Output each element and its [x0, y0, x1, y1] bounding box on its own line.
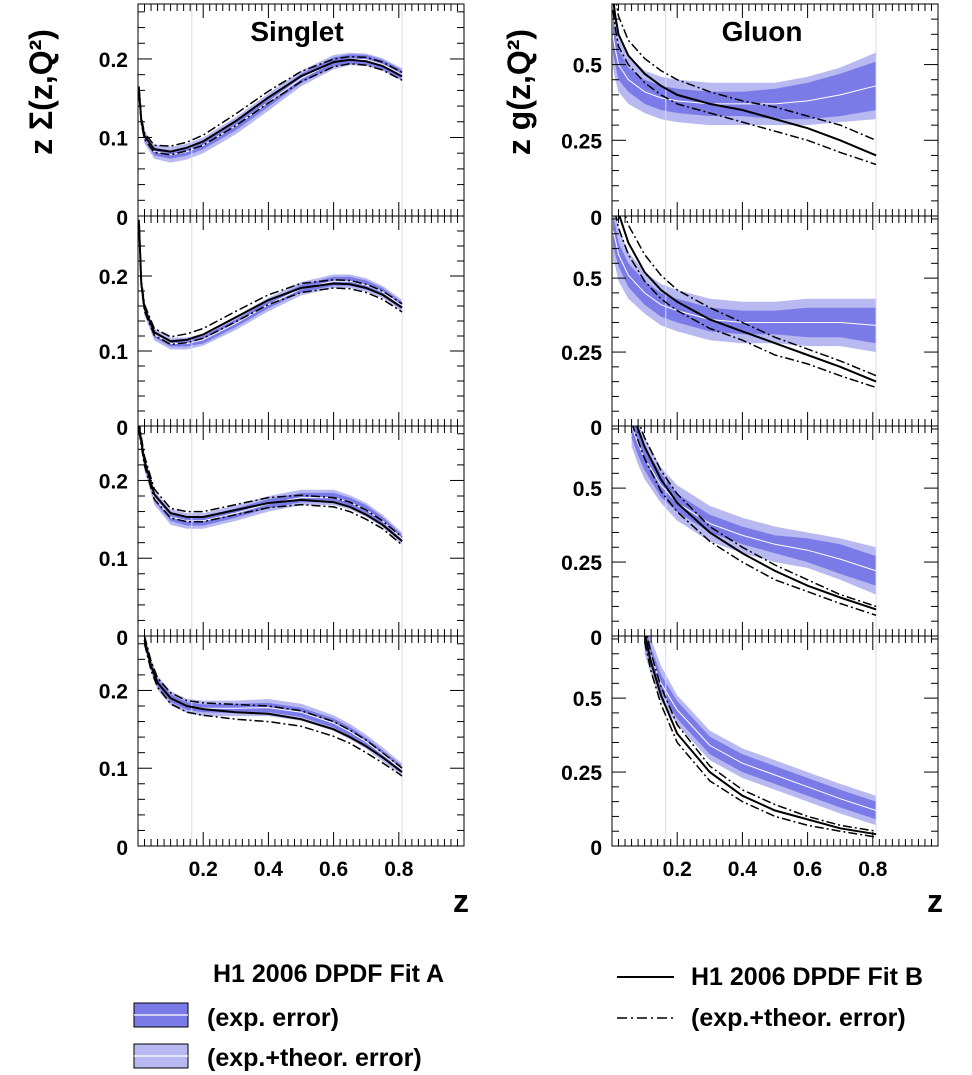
- gluon-panel-4-fit-a-exp-band: [644, 636, 877, 820]
- singlet-panel-1-fit-b-central-line: [138, 58, 403, 153]
- gluon-x-tick-label: 0.6: [793, 858, 822, 881]
- singlet-panel-3-fit-b-lower-line: [138, 430, 403, 546]
- legend: H1 2006 DPDF Fit A (exp. error) (exp.+th…: [133, 960, 923, 1072]
- gluon-panel-3-y-tick-label: 0.5: [573, 478, 603, 501]
- singlet-x-tick-label: 0.2: [189, 858, 218, 881]
- singlet-y-axis-title: z Σ(z,Q²): [23, 29, 59, 155]
- singlet-panel-1-y-tick-label: 0.2: [99, 49, 128, 72]
- singlet-panel-3-fit-b-central-line: [138, 426, 403, 542]
- singlet-panel-3: [138, 426, 403, 636]
- legend-fit-b-err-label: (exp.+theor. error): [691, 1004, 906, 1032]
- singlet-panel-1-fit-b-upper-line: [138, 55, 403, 147]
- singlet-panel-1-y-tick-label: 0: [116, 207, 128, 230]
- singlet-panel-1-y-tick-label: 0.1: [99, 127, 129, 150]
- gluon-panel-1-fit-b-lower-line: [612, 10, 877, 166]
- gluon-panel-2-y-tick-label: 0.25: [561, 342, 602, 365]
- singlet-panel-2-fit-b-central-line: [138, 223, 403, 343]
- legend-fit-a-title: H1 2006 DPDF Fit A: [213, 960, 444, 988]
- gluon-x-axis-title: z: [927, 883, 943, 919]
- gluon-panel-4-fit-a-total-band: [644, 636, 877, 826]
- gluon-y-axis-title: z g(z,Q²): [501, 29, 537, 155]
- gluon-title: Gluon: [722, 16, 803, 47]
- gluon-panel-3-fit-a-exp-band: [631, 426, 877, 586]
- singlet-panel-4: [143, 636, 403, 846]
- singlet-panel-2-fit-a-exp-band: [139, 220, 403, 347]
- gluon-panel-2-fit-b-central-line: [618, 216, 877, 383]
- gluon-panel-3-y-tick-label: 0: [590, 627, 602, 650]
- singlet-panel-2: [138, 216, 403, 426]
- singlet-title: Singlet: [250, 16, 343, 47]
- singlet-panel-3-y-tick-label: 0: [116, 627, 128, 650]
- gluon-panel-3-fit-b-lower-line: [631, 426, 877, 617]
- singlet-panel-1: [138, 4, 403, 216]
- gluon-panel-1: [612, 4, 877, 216]
- gluon-panel-1-fit-b-upper-line: [615, 4, 877, 141]
- gluon-panel-1-y-tick-label: 0.25: [561, 130, 602, 153]
- legend-fit-a-tot-label: (exp.+theor. error): [207, 1044, 422, 1072]
- gluon-x-tick-label: 0.8: [858, 858, 888, 881]
- singlet-panel-4-y-tick-label: 0.1: [99, 758, 129, 781]
- singlet-panel-3-fit-b-upper-line: [139, 426, 403, 538]
- gluon-panel-3-fit-b-upper-line: [639, 426, 877, 608]
- singlet-panel-2-frame: [137, 215, 465, 427]
- gluon-panel-2-fit-b-upper-line: [624, 216, 877, 377]
- gluon-panel-4-y-tick-label: 0.25: [561, 762, 602, 785]
- gluon-panel-1-y-tick-label: 0: [590, 207, 602, 230]
- gluon-panel-2-y-tick-label: 0: [590, 417, 602, 440]
- gluon-panel-1-y-tick-label: 0.5: [573, 55, 603, 78]
- legend-fit-a-exp-label: (exp. error): [207, 1004, 339, 1032]
- singlet-panel-4-fit-b-lower-line: [143, 643, 403, 777]
- singlet-panel-4-y-tick-label: 0.2: [99, 680, 128, 703]
- singlet-panel-1-fit-a-central-line: [138, 58, 403, 156]
- singlet-panel-3-fit-a-total-band: [139, 426, 403, 545]
- singlet-panel-4-frame: [137, 635, 465, 847]
- singlet-x-tick-label: 0.8: [384, 858, 414, 881]
- singlet-x-tick-label: 0.6: [319, 858, 348, 881]
- legend-exp-error-swatch: [133, 1002, 189, 1028]
- gluon-x-tick-label: 0.2: [663, 858, 692, 881]
- legend-total-error-swatch: [133, 1043, 189, 1069]
- gluon-panel-3-fit-a-central-line: [631, 426, 877, 572]
- gluon-panel-4-fit-b-lower-line: [643, 641, 877, 838]
- singlet-panel-2-fit-b-upper-line: [138, 219, 403, 338]
- singlet-panel-2-y-tick-label: 0.2: [99, 266, 128, 289]
- singlet-panel-4-fit-a-exp-band: [144, 636, 403, 774]
- gluon-panel-2: [612, 216, 877, 426]
- legend-fit-b-title: H1 2006 DPDF Fit B: [691, 963, 923, 991]
- singlet-panel-3-frame: [137, 425, 465, 637]
- gluon-panel-4: [643, 636, 877, 846]
- gluon-panel-3-y-tick-label: 0.25: [561, 552, 602, 575]
- singlet-panel-1-fit-a-total-band: [139, 52, 403, 163]
- gluon-panel-4-y-tick-label: 0.5: [573, 688, 603, 711]
- singlet-panel-3-y-tick-label: 0.2: [99, 470, 128, 493]
- singlet-panel-1-fit-b-lower-line: [138, 62, 403, 156]
- singlet-panel-4-fit-b-central-line: [143, 639, 403, 773]
- gluon-column: 0 0.25 0.5 0 0.25 0.5 0 0.25 0.5 0 0.25 0.5 0.2 0.4 0.…: [561, 3, 939, 881]
- gluon-panel-3-fit-b-central-line: [635, 426, 877, 611]
- singlet-panel-3-y-tick-label: 0.1: [99, 548, 129, 571]
- singlet-panel-2-y-tick-label: 0.1: [99, 341, 129, 364]
- gluon-panel-4-fit-b-upper-line: [646, 636, 877, 832]
- singlet-panel-4-y-tick-label: 0: [116, 837, 128, 860]
- singlet-x-tick-label: 0.4: [254, 858, 284, 881]
- gluon-panel-4-fit-b-central-line: [644, 636, 877, 836]
- gluon-x-tick-label: 0.4: [728, 858, 758, 881]
- singlet-panel-2-y-tick-label: 0: [116, 417, 128, 440]
- singlet-panel-4-fit-b-upper-line: [143, 636, 403, 769]
- gluon-panel-3: [631, 426, 877, 636]
- gluon-panel-1-fit-a-exp-band: [613, 16, 877, 120]
- gluon-panel-2-y-tick-label: 0.5: [573, 268, 603, 291]
- singlet-panel-2-fit-b-lower-line: [138, 227, 403, 346]
- singlet-column: 0 0.1 0.2 0 0.1 0.2 0 0.1 0.2 0 0.1 0.2 0.2 0.4 0.6 0.8: [99, 3, 465, 881]
- singlet-x-axis-title: z: [453, 883, 469, 919]
- gluon-panel-4-y-tick-label: 0: [590, 837, 602, 860]
- gluon-panel-2-fit-b-lower-line: [615, 216, 877, 389]
